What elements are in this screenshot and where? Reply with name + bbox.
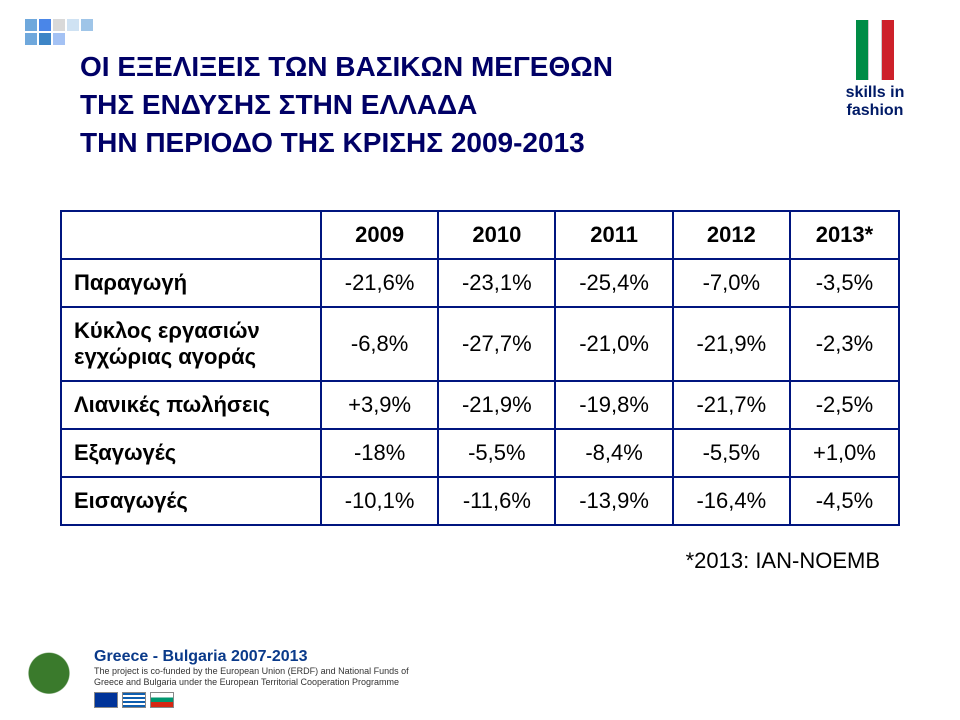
cell-value: -7,0% — [673, 259, 790, 307]
decor-square — [39, 19, 51, 31]
title-line-3: ΤΗΝ ΠΕΡΙΟΔΟ ΤΗΣ ΚΡΙΣΗΣ 2009-2013 — [80, 124, 760, 162]
cell-value: -21,9% — [673, 307, 790, 381]
table-row: Παραγωγή-21,6%-23,1%-25,4%-7,0%-3,5% — [61, 259, 899, 307]
col-2013: 2013* — [790, 211, 899, 259]
col-2011: 2011 — [555, 211, 672, 259]
flag-gr — [122, 692, 146, 708]
col-blank — [61, 211, 321, 259]
table-row: Εισαγωγές-10,1%-11,6%-13,9%-16,4%-4,5% — [61, 477, 899, 525]
cell-value: -25,4% — [555, 259, 672, 307]
cell-value: -21,0% — [555, 307, 672, 381]
stripe-green — [856, 20, 868, 80]
decor-square — [53, 33, 65, 45]
cell-value: -21,7% — [673, 381, 790, 429]
footnote: *2013: IAN-NOEMB — [686, 548, 880, 574]
cell-value: +1,0% — [790, 429, 899, 477]
table-row: Εξαγωγές-18%-5,5%-8,4%-5,5%+1,0% — [61, 429, 899, 477]
decor-square — [81, 19, 93, 31]
data-table-container: 2009 2010 2011 2012 2013* Παραγωγή-21,6%… — [60, 210, 900, 526]
decor-square — [25, 33, 37, 45]
cell-value: +3,9% — [321, 381, 438, 429]
data-table: 2009 2010 2011 2012 2013* Παραγωγή-21,6%… — [60, 210, 900, 526]
cell-value: -6,8% — [321, 307, 438, 381]
cell-value: -18% — [321, 429, 438, 477]
decor-square — [25, 19, 37, 31]
header-row: 2009 2010 2011 2012 2013* — [61, 211, 899, 259]
decor-square — [67, 19, 79, 31]
tricolor-icon — [856, 20, 894, 80]
footer: Greece - Bulgaria 2007-2013 The project … — [20, 647, 414, 708]
stripe-red — [882, 20, 894, 80]
row-label: Παραγωγή — [61, 259, 321, 307]
cell-value: -11,6% — [438, 477, 555, 525]
tree-icon — [20, 650, 78, 708]
program-sub: The project is co-funded by the European… — [94, 666, 414, 688]
cell-value: -5,5% — [673, 429, 790, 477]
decor-square — [39, 33, 51, 45]
skills-in-fashion-logo: skills in fashion — [820, 20, 930, 119]
row-label: Εξαγωγές — [61, 429, 321, 477]
cell-value: -3,5% — [790, 259, 899, 307]
cell-value: -19,8% — [555, 381, 672, 429]
logo-text-2: fashion — [820, 102, 930, 120]
cell-value: -23,1% — [438, 259, 555, 307]
cell-value: -21,6% — [321, 259, 438, 307]
table-row: Λιανικές πωλήσεις+3,9%-21,9%-19,8%-21,7%… — [61, 381, 899, 429]
cell-value: -10,1% — [321, 477, 438, 525]
flag-bg — [150, 692, 174, 708]
title-line-1: ΟΙ ΕΞΕΛΙΞΕΙΣ ΤΩΝ ΒΑΣΙΚΩΝ ΜΕΓΕΘΩΝ — [80, 48, 760, 86]
program-title: Greece - Bulgaria 2007-2013 — [94, 647, 414, 666]
flags-row — [94, 692, 414, 708]
cell-value: -27,7% — [438, 307, 555, 381]
program-block: Greece - Bulgaria 2007-2013 The project … — [94, 647, 414, 708]
row-label: Λιανικές πωλήσεις — [61, 381, 321, 429]
cell-value: -2,3% — [790, 307, 899, 381]
decor-square — [53, 19, 65, 31]
flag-eu — [94, 692, 118, 708]
cell-value: -8,4% — [555, 429, 672, 477]
table-body: Παραγωγή-21,6%-23,1%-25,4%-7,0%-3,5%Κύκλ… — [61, 259, 899, 525]
cell-value: -13,9% — [555, 477, 672, 525]
corner-decor — [24, 18, 104, 46]
cell-value: -5,5% — [438, 429, 555, 477]
col-2010: 2010 — [438, 211, 555, 259]
logo-text-1: skills in — [820, 84, 930, 102]
title-line-2: ΤΗΣ ΕΝΔΥΣΗΣ ΣΤΗΝ ΕΛΛΑΔΑ — [80, 86, 760, 124]
row-label: Εισαγωγές — [61, 477, 321, 525]
table-row: Κύκλος εργασιών εγχώριας αγοράς-6,8%-27,… — [61, 307, 899, 381]
cell-value: -16,4% — [673, 477, 790, 525]
slide-title: ΟΙ ΕΞΕΛΙΞΕΙΣ ΤΩΝ ΒΑΣΙΚΩΝ ΜΕΓΕΘΩΝ ΤΗΣ ΕΝΔ… — [80, 48, 760, 161]
cell-value: -21,9% — [438, 381, 555, 429]
stripe-white — [868, 20, 882, 80]
col-2012: 2012 — [673, 211, 790, 259]
cell-value: -2,5% — [790, 381, 899, 429]
cell-value: -4,5% — [790, 477, 899, 525]
row-label: Κύκλος εργασιών εγχώριας αγοράς — [61, 307, 321, 381]
col-2009: 2009 — [321, 211, 438, 259]
